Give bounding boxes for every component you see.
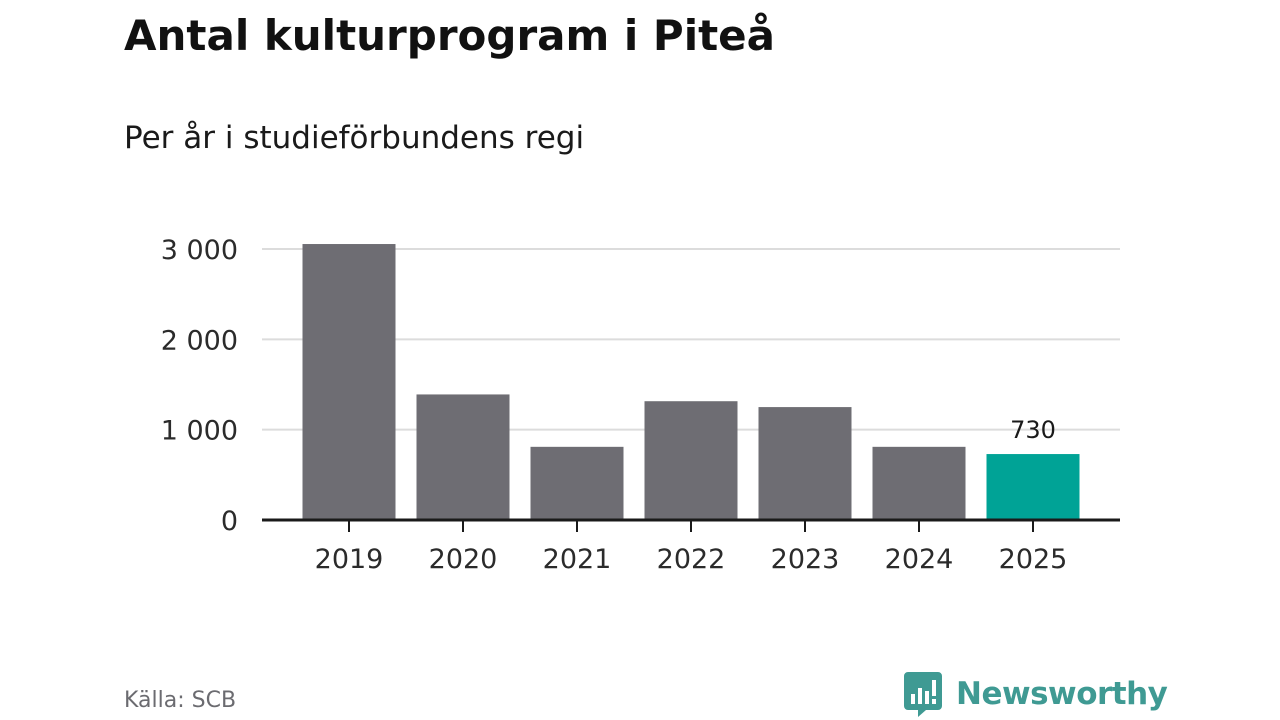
bar <box>986 454 1080 520</box>
bar <box>758 407 852 520</box>
bar <box>872 446 966 520</box>
x-tick-label: 2021 <box>543 544 612 575</box>
y-tick-label: 0 <box>221 506 238 537</box>
bar <box>416 394 510 520</box>
data-label: 730 <box>1010 416 1056 444</box>
source-note: Källa: SCB <box>124 688 237 713</box>
bar <box>530 446 624 520</box>
x-tick-label: 2019 <box>315 544 384 575</box>
x-tick-label: 2024 <box>885 544 954 575</box>
x-tick-label: 2022 <box>657 544 726 575</box>
chart-subtitle: Per år i studieförbundens regi <box>124 120 585 156</box>
x-tick-label: 2020 <box>429 544 498 575</box>
y-tick-label: 3 000 <box>161 235 238 266</box>
x-tick-label: 2023 <box>771 544 840 575</box>
newsworthy-logo-icon <box>904 672 942 717</box>
y-tick-label: 1 000 <box>161 416 238 447</box>
bar <box>302 244 396 520</box>
chart-title: Antal kulturprogram i Piteå <box>124 11 775 60</box>
brand-name: Newsworthy <box>956 676 1168 712</box>
brand-logo: Newsworthy <box>902 670 1168 718</box>
y-tick-label: 2 000 <box>161 325 238 356</box>
bar <box>644 401 738 520</box>
x-tick-label: 2025 <box>999 544 1068 575</box>
